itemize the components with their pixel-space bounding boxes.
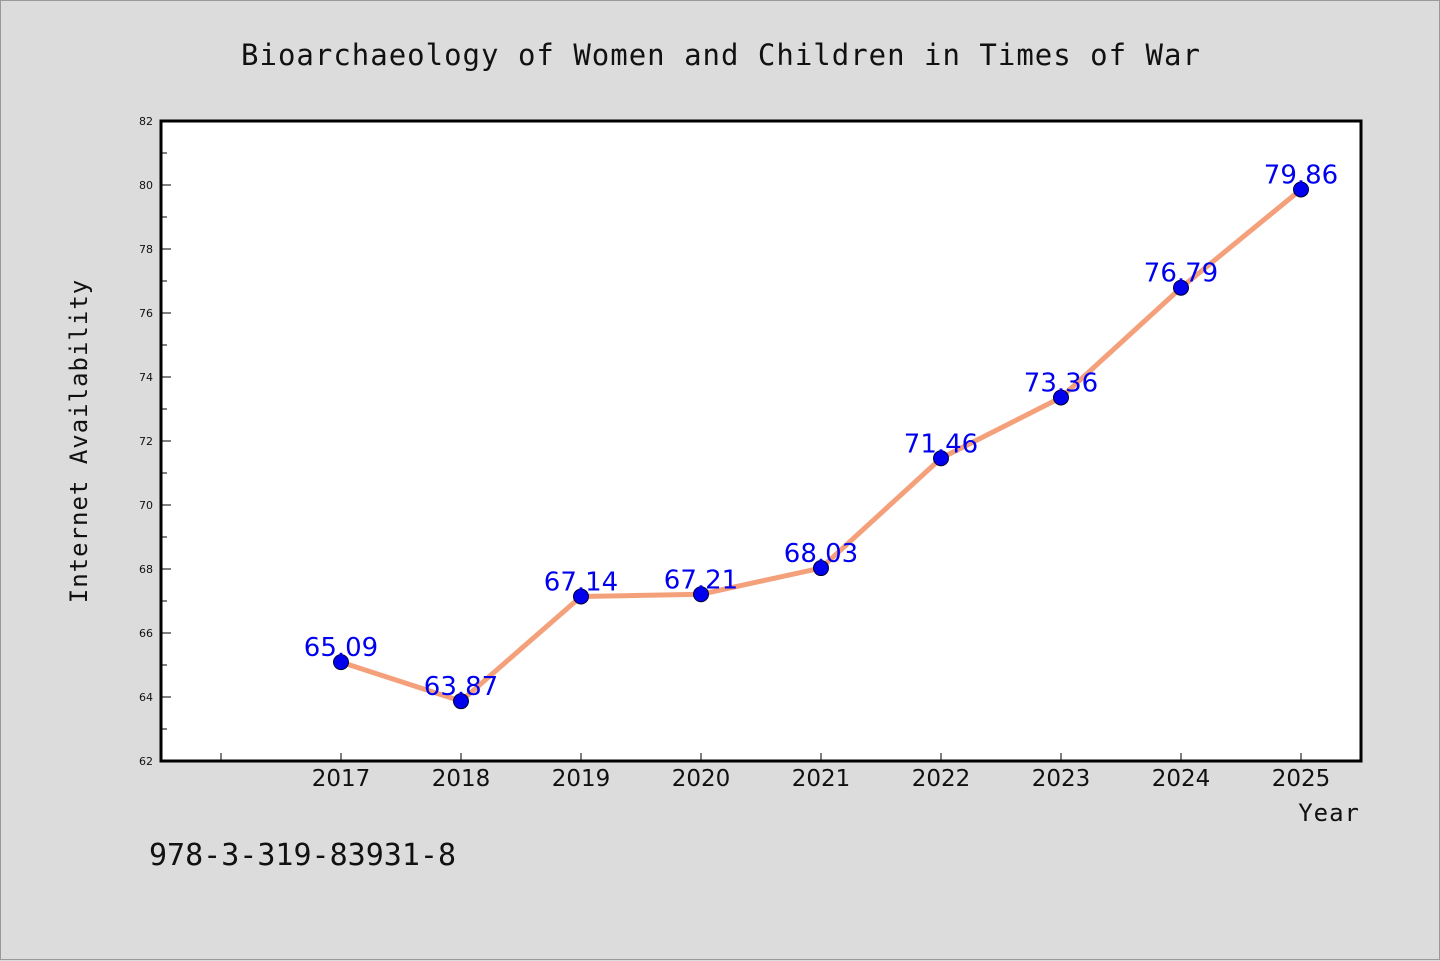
y-tick-label: 76 [139,307,153,320]
data-label: 67.21 [664,565,738,595]
y-axis: 62 64 66 68 70 72 74 76 78 80 82 [139,115,171,768]
data-point [813,560,829,577]
data-point [453,693,469,710]
data-point [1293,181,1309,198]
x-tick-label: 2019 [552,766,611,792]
data-label: 68.03 [784,539,858,569]
data-point [1173,279,1189,296]
y-tick-label: 64 [139,691,153,704]
y-tick-label: 82 [139,115,153,128]
data-label: 71.46 [904,429,978,459]
data-point [333,654,349,671]
data-label: 65.09 [304,633,378,663]
y-tick-label: 78 [139,243,153,256]
y-axis-label: Internet Availability [65,279,93,603]
x-tick-label: 2023 [1032,766,1091,792]
x-tick-label: 2022 [912,766,971,792]
y-tick-label: 80 [139,179,153,192]
y-tick-label: 62 [139,755,153,768]
x-tick-label: 2020 [672,766,731,792]
data-point [933,450,949,467]
data-label: 63.87 [424,672,498,702]
x-tick-label: 2021 [792,766,851,792]
x-axis-label: Year [1298,799,1360,827]
footer-text: 978-3-319-83931-8 [149,838,456,873]
x-tick-label: 2024 [1152,766,1211,792]
data-label: 76.79 [1144,259,1218,289]
x-tick-label: 2017 [312,766,371,792]
data-labels: 65.09 63.87 67.14 67.21 68.03 71.46 73.36 76.79… [304,160,1338,702]
chart-title: Bioarchaeology of Women and Children in … [241,38,1201,72]
data-label: 73.36 [1024,368,1098,398]
y-tick-label: 70 [139,499,153,512]
y-tick-label: 66 [139,627,153,640]
plot-frame [159,119,1363,763]
plot-area [161,121,1361,761]
data-point [1053,389,1069,406]
x-tick-label: 2025 [1272,766,1331,792]
y-tick-label: 68 [139,563,153,576]
data-label: 79.86 [1264,160,1338,190]
data-point [573,588,589,605]
data-point [693,586,709,603]
x-axis: 2017 2018 2019 2020 2021 2022 2023 2024 2025 [220,753,1331,792]
series-markers [333,181,1309,710]
y-tick-label: 72 [139,435,153,448]
data-label: 67.14 [544,568,618,598]
y-tick-label: 74 [139,371,153,384]
x-tick-label: 2018 [432,766,491,792]
